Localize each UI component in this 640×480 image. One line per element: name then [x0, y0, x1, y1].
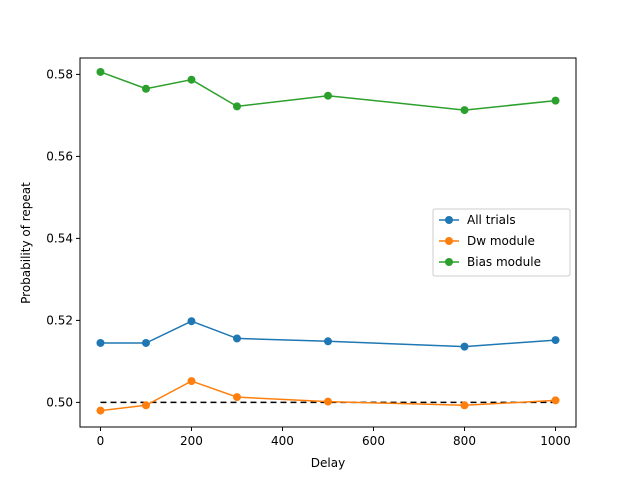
data-point	[551, 336, 560, 345]
data-point	[96, 67, 105, 76]
legend-box	[432, 208, 571, 277]
series-bias-module	[96, 67, 560, 115]
data-point	[187, 377, 196, 386]
data-point	[460, 106, 469, 115]
data-point	[232, 102, 241, 111]
data-point	[551, 396, 560, 405]
data-point	[324, 397, 332, 406]
legend-item: Dw module	[439, 234, 535, 248]
legend: All trials Dw module Bias module	[432, 208, 571, 277]
x-tick-label: 600	[362, 434, 385, 448]
y-axis-label: Probability of repeat	[19, 182, 33, 304]
data-point	[232, 334, 241, 343]
y-tick-label: 0.50	[46, 395, 73, 409]
legend-marker	[445, 258, 453, 266]
legend-label: All trials	[467, 213, 516, 227]
data-point	[96, 338, 105, 347]
y-axis-ticks: 0.50 0.52 0.54 0.56 0.58	[46, 67, 80, 409]
data-point	[232, 393, 241, 402]
data-point	[324, 337, 332, 346]
series-layer	[96, 67, 560, 415]
legend-label: Dw module	[467, 234, 535, 248]
data-point	[141, 401, 150, 410]
legend-label: Bias module	[467, 255, 541, 269]
series-all-trials	[96, 317, 560, 351]
x-axis-label: Delay	[311, 456, 345, 470]
legend-item: Bias module	[439, 255, 541, 269]
y-tick-label: 0.54	[46, 231, 73, 245]
series-line	[100, 380, 556, 412]
legend-item: All trials	[439, 213, 516, 227]
data-point	[141, 338, 150, 347]
data-point	[141, 84, 150, 93]
series-dw-module	[96, 377, 560, 415]
x-tick-label: 0	[97, 434, 105, 448]
x-tick-label: 1000	[540, 434, 571, 448]
x-tick-label: 200	[180, 434, 203, 448]
y-tick-label: 0.52	[46, 313, 73, 327]
legend-marker	[445, 237, 453, 245]
x-tick-label: 800	[453, 434, 476, 448]
data-point	[96, 406, 105, 415]
x-tick-label: 400	[271, 434, 294, 448]
series-line	[100, 71, 556, 111]
data-point	[460, 342, 469, 351]
data-point	[187, 75, 196, 84]
x-axis-ticks: 0 200 400 600 800 1000	[97, 427, 571, 448]
data-point	[324, 91, 332, 100]
data-point	[187, 317, 196, 326]
y-tick-label: 0.56	[46, 149, 73, 163]
data-point	[460, 401, 469, 410]
y-tick-label: 0.58	[46, 67, 73, 81]
legend-marker	[445, 216, 453, 224]
plot-frame	[79, 57, 577, 428]
data-point	[551, 96, 560, 105]
